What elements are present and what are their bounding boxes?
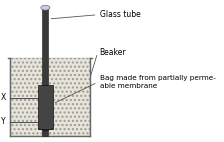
Ellipse shape	[41, 5, 50, 10]
Text: X: X	[1, 93, 6, 102]
Bar	[10, 58, 90, 136]
Text: Y: Y	[1, 117, 6, 126]
Text: Glass tube: Glass tube	[99, 10, 140, 19]
Bar	[42, 6, 48, 136]
Text: Beaker: Beaker	[99, 48, 126, 57]
Text: Bag made from partially perme-
able membrane: Bag made from partially perme- able memb…	[99, 76, 215, 89]
Bar	[38, 85, 52, 129]
Bar	[10, 58, 90, 136]
